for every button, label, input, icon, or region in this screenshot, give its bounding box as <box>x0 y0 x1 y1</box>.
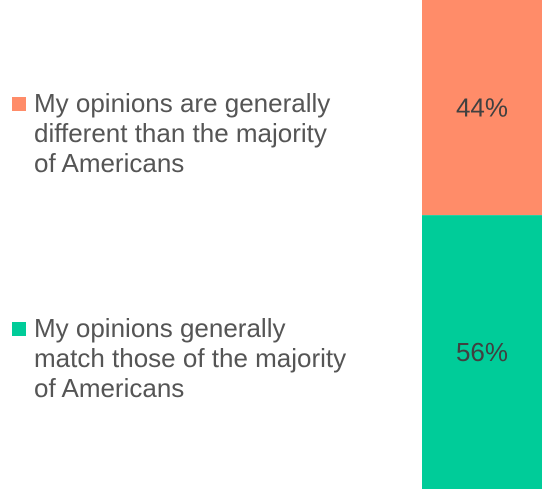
legend-swatch-match <box>12 322 26 336</box>
legend-label-match: My opinions generally match those of the… <box>34 313 347 403</box>
data-label-different: 44% <box>456 93 508 123</box>
legend-label-different: My opinions are generally different than… <box>34 88 331 178</box>
data-label-match: 56% <box>456 337 508 367</box>
bar-segment-different <box>422 0 542 216</box>
legend-item-match: My opinions generally match those of the… <box>12 313 372 403</box>
bar-segment-match <box>422 215 542 489</box>
legend-swatch-different <box>12 97 26 111</box>
legend-item-different: My opinions are generally different than… <box>12 88 372 178</box>
